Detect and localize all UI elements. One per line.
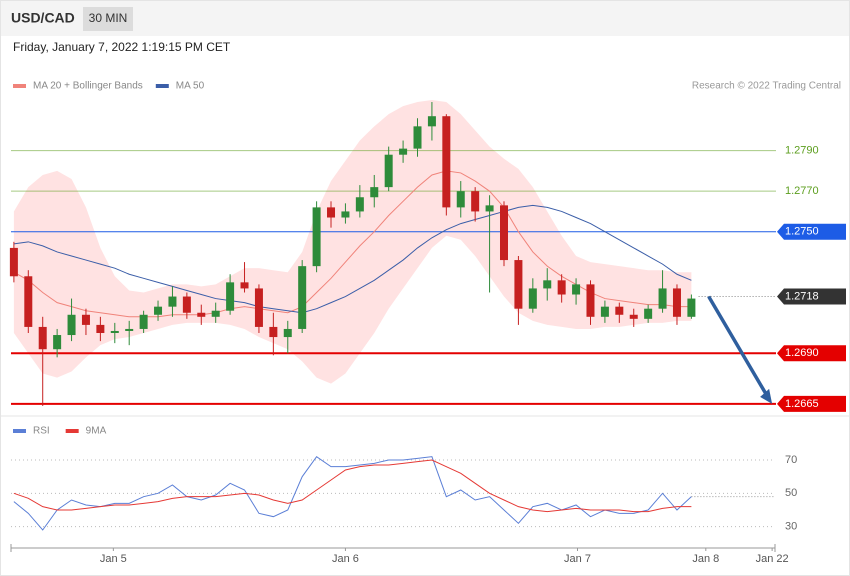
candle-body — [38, 326, 47, 350]
interval-button[interactable] — [83, 7, 133, 31]
candle-body — [600, 306, 609, 317]
candle-body — [283, 328, 292, 338]
candle-body — [399, 148, 408, 155]
y-tick-label: 50 — [785, 487, 797, 499]
candle-body — [24, 276, 33, 327]
rsi-line — [13, 455, 692, 531]
candle-body — [557, 280, 566, 295]
credit: Research © 2022 Trading Central — [692, 81, 841, 92]
projection-arrow — [707, 295, 769, 397]
projection-arrowhead — [760, 388, 773, 404]
candle-body — [139, 314, 148, 329]
price-tag — [777, 345, 846, 362]
candle-body — [471, 191, 480, 212]
legend-label: 9MA — [86, 426, 107, 437]
x-tick-label: Jan 5 — [100, 553, 127, 565]
timestamp: Friday, January 7, 2022 1:19:15 PM CET — [13, 40, 231, 54]
candle-body — [240, 282, 249, 289]
candle-body — [413, 126, 422, 149]
price-tag — [777, 223, 846, 240]
candle-body — [370, 187, 379, 198]
legend-swatch — [13, 429, 26, 433]
candle-body — [53, 335, 62, 350]
candle-body — [168, 296, 177, 307]
candle-body — [125, 328, 134, 331]
candle-body — [514, 260, 523, 309]
header-bar — [1, 1, 849, 36]
candle-body — [456, 191, 465, 208]
legend-swatch — [155, 84, 169, 88]
candle-body — [197, 312, 206, 317]
y-tick-label: 70 — [785, 454, 797, 466]
candle-body — [672, 288, 681, 317]
price-tag-label: 1.2750 — [785, 226, 819, 238]
rsi-line — [13, 459, 692, 513]
price-tag — [777, 395, 846, 412]
symbol: USD/CAD — [11, 10, 75, 26]
legend-label: MA 50 — [176, 81, 205, 92]
candle-body — [9, 247, 18, 277]
candle-body — [687, 298, 696, 317]
candle-body — [312, 207, 321, 267]
candle-body — [644, 308, 653, 319]
candle-body — [182, 296, 191, 313]
candle-body — [254, 288, 263, 327]
candle-body — [572, 284, 581, 295]
y-tick-label: 30 — [785, 521, 797, 533]
candle-body — [384, 154, 393, 188]
candle-body — [154, 306, 163, 315]
candle-body — [269, 326, 278, 338]
legend-label: MA 20 + Bollinger Bands — [33, 81, 143, 92]
price-tag-label: 1.2665 — [785, 398, 819, 410]
interval-label[interactable]: 30 MIN — [89, 11, 128, 25]
resistance-label: 1.2790 — [785, 145, 819, 157]
x-tick-label: Jan 7 — [564, 553, 591, 565]
candle-body — [341, 211, 350, 218]
candle-body — [528, 288, 537, 309]
candle-body — [96, 324, 105, 334]
candle-body — [226, 282, 235, 311]
x-tick-label: Jan 8 — [692, 553, 719, 565]
candle-body — [211, 310, 220, 317]
candle-body — [67, 314, 76, 336]
candle-body — [485, 205, 494, 212]
candle-body — [615, 306, 624, 315]
candle-body — [427, 116, 436, 127]
candle-body — [327, 207, 336, 218]
price-tag-label: 1.2718 — [785, 290, 819, 302]
candle-body — [81, 314, 90, 325]
candle-body — [658, 288, 667, 309]
x-tick-label: Jan 6 — [332, 553, 359, 565]
legend-swatch — [65, 429, 79, 433]
candle-body — [499, 205, 508, 261]
legend-swatch — [13, 84, 26, 88]
resistance-label: 1.2770 — [785, 185, 819, 197]
candle-body — [586, 284, 595, 317]
candle-body — [355, 197, 364, 212]
moving-average — [13, 204, 692, 314]
candle-body — [110, 330, 119, 334]
candle-body — [629, 314, 638, 319]
candle-body — [543, 280, 552, 289]
legend-label: RSI — [33, 426, 50, 437]
price-tag-label: 1.2690 — [785, 347, 819, 359]
x-tick-label: Jan 22 — [756, 553, 789, 565]
price-tag — [777, 288, 846, 305]
candle-body — [442, 116, 451, 208]
candle-body — [298, 266, 307, 329]
